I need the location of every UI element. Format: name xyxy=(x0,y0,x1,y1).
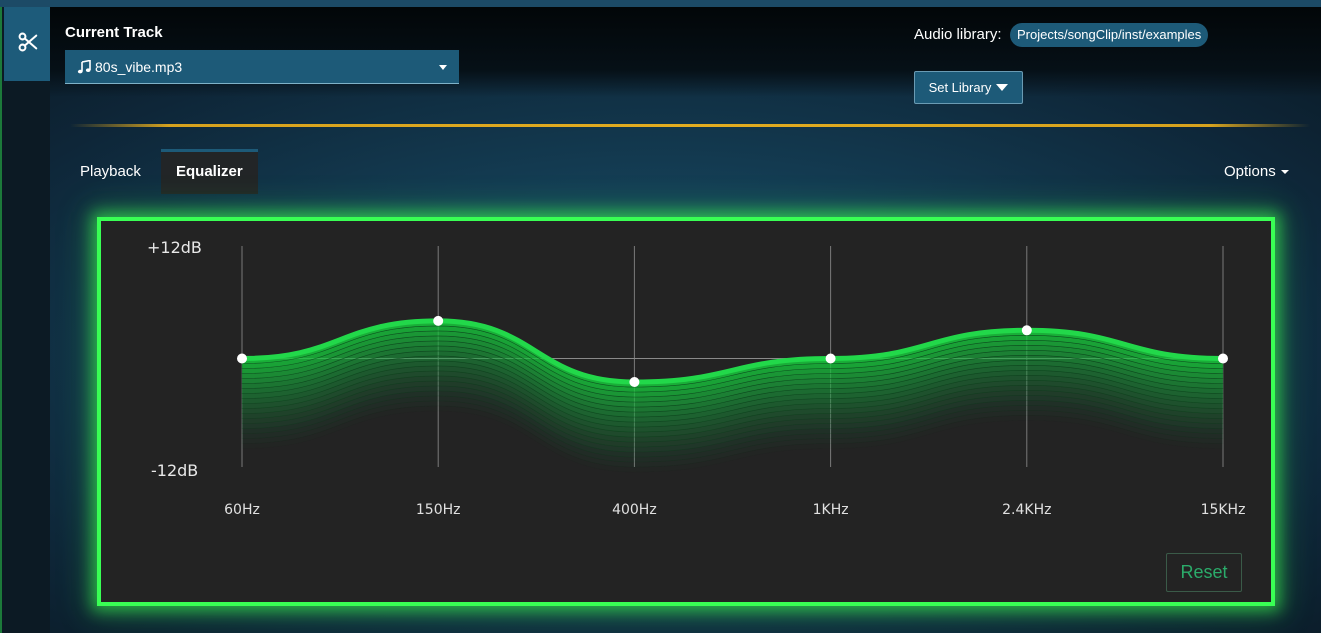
freq-label: 2.4KHz xyxy=(1002,502,1052,518)
max-db-label: +12dB xyxy=(147,238,202,257)
chevron-down-icon xyxy=(1280,169,1289,174)
chevron-down-icon xyxy=(439,65,447,70)
curve-shade-layer xyxy=(241,370,1224,438)
freq-label: 60Hz xyxy=(224,502,260,518)
track-select-value: 80s_vibe.mp3 xyxy=(95,58,183,75)
options-dropdown[interactable]: Options xyxy=(1224,163,1289,180)
curve-shade-layer xyxy=(241,375,1224,443)
audio-library-label: Audio library: xyxy=(914,26,1002,43)
curve-shade-layer xyxy=(241,365,1224,433)
equalizer-panel: +12dB -12dB 60Hz 150Hz 400Hz 1KHz 2.4KHz 15KH… xyxy=(97,217,1275,606)
band-handle[interactable] xyxy=(1021,325,1032,336)
current-track-label: Current Track xyxy=(65,24,163,41)
caret-down-icon xyxy=(996,84,1009,91)
main-area: Current Track 80s_vibe.mp3 Audio library… xyxy=(50,7,1321,633)
freq-label: 1KHz xyxy=(812,502,849,518)
band-handle[interactable] xyxy=(825,353,836,364)
set-library-button[interactable]: Set Library xyxy=(914,71,1023,104)
band-handle[interactable] xyxy=(433,315,444,326)
curve-shade-layer xyxy=(241,385,1224,453)
curve-shade-layer xyxy=(241,405,1224,473)
scissors-tool-button[interactable] xyxy=(4,7,52,81)
freq-label: 15KHz xyxy=(1200,502,1246,518)
window-top-strip xyxy=(0,0,1321,7)
equalizer-graph[interactable] xyxy=(101,221,1271,602)
band-handle[interactable] xyxy=(237,353,247,364)
library-path-badge: Projects/songClip/inst/examples xyxy=(1010,23,1209,47)
freq-label: 150Hz xyxy=(415,502,461,518)
freq-label: 400Hz xyxy=(612,502,657,518)
band-handle[interactable] xyxy=(1218,353,1228,364)
eq-curve xyxy=(241,318,1224,385)
header-divider xyxy=(70,124,1310,127)
curve-shade-layer xyxy=(241,390,1224,458)
curve-shade-layer xyxy=(241,400,1224,468)
tab-equalizer[interactable]: Equalizer xyxy=(161,149,258,194)
min-db-label: -12dB xyxy=(151,461,199,480)
reset-button[interactable]: Reset xyxy=(1166,553,1242,592)
tab-playback[interactable]: Playback xyxy=(80,163,141,180)
band-handle[interactable] xyxy=(629,377,640,387)
scissors-icon xyxy=(17,31,39,58)
music-note-icon xyxy=(77,59,91,74)
options-label: Options xyxy=(1224,163,1276,180)
curve-shade-layer xyxy=(241,380,1224,448)
curve-shade-layer xyxy=(241,395,1224,463)
sidebar xyxy=(0,7,52,633)
track-select[interactable]: 80s_vibe.mp3 xyxy=(65,50,459,84)
set-library-label: Set Library xyxy=(928,80,992,95)
